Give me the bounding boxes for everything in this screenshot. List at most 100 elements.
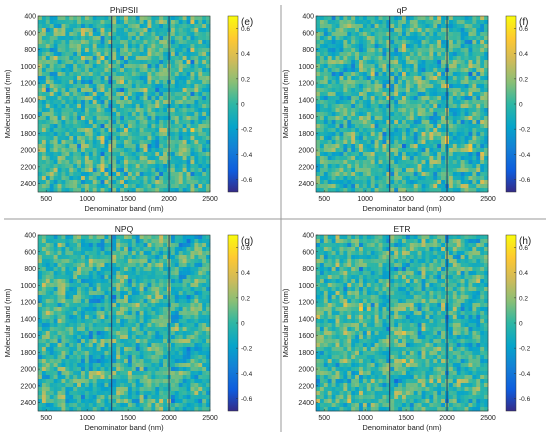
heatmap-cell [49,263,54,268]
heatmap-cell [53,24,58,29]
heatmap-cell [413,32,418,37]
heatmap-cell [182,295,187,300]
heatmap-cell [116,267,121,272]
heatmap-cell [45,72,51,77]
heatmap-cell [472,72,477,77]
heatmap-cell [331,120,336,125]
heatmap-cell [120,235,125,240]
heatmap-cell [460,168,465,173]
heatmap-cell [124,96,129,101]
heatmap-cell [147,283,152,288]
heatmap-cell [81,72,86,77]
heatmap-cell [409,136,415,141]
heatmap-cell [468,16,473,21]
heatmap-cell [339,112,344,117]
heatmap-cell [316,136,321,141]
heatmap-cell [362,180,368,185]
heatmap-cell [155,255,160,260]
heatmap-cell [92,88,97,93]
heatmap-cell [378,36,383,41]
heatmap-cell [159,259,164,264]
heatmap-cell [413,28,418,33]
heatmap-cell [382,104,387,109]
heatmap-cell [81,44,86,49]
heatmap-cell [405,96,411,101]
heatmap-cell [398,56,403,61]
heatmap-cell [366,96,372,101]
heatmap-cell [92,100,97,105]
heatmap-cell [472,40,477,45]
heatmap-cell [417,76,422,81]
heatmap-cell [174,136,180,141]
heatmap-cell [413,148,418,153]
heatmap-cell [413,44,418,49]
heatmap-cell [155,76,160,81]
heatmap-cell [174,68,180,73]
heatmap-cell [476,28,481,33]
heatmap-cell [96,64,101,69]
heatmap-cell [77,36,82,41]
heatmap-cell [38,84,43,89]
heatmap-cell [394,20,399,25]
heatmap-cell [170,271,176,276]
heatmap-cell [108,64,113,69]
heatmap-cell [45,311,51,316]
heatmap-cell [100,263,105,268]
heatmap-cell [100,148,105,153]
heatmap-cell [131,271,137,276]
heatmap-cell [460,52,465,57]
heatmap-cell [390,76,395,81]
heatmap-cell [170,176,176,181]
heatmap-cell [108,172,113,177]
y-tick-label: 1800 [20,131,36,138]
heatmap-cell [81,80,86,85]
heatmap-cell [77,243,82,248]
heatmap-cell [390,176,395,181]
heatmap-cell [343,60,348,65]
heatmap-cell [73,116,78,121]
heatmap-cell [417,128,422,133]
heatmap-cell [174,184,180,189]
heatmap-cell [100,44,105,49]
y-tick-label: 400 [24,14,36,21]
heatmap-cell [77,267,82,272]
heatmap-cell [53,124,58,129]
heatmap-cell [433,168,438,173]
heatmap-cell [374,128,379,133]
heatmap-cell [319,36,325,41]
heatmap-cell [421,132,426,137]
heatmap-cell [194,132,199,137]
heatmap-cell [323,32,329,37]
heatmap-cell [49,148,54,153]
heatmap-cell [316,180,321,185]
heatmap-cell [124,319,129,324]
heatmap-cell [116,235,121,240]
heatmap-cell [147,100,152,105]
heatmap-cell [335,116,340,121]
heatmap-cell [351,184,356,189]
heatmap-cell [88,315,94,320]
heatmap-cell [49,156,54,161]
heatmap-cell [186,176,191,181]
heatmap-cell [127,136,133,141]
heatmap-cell [61,239,66,244]
heatmap-cell [394,64,399,69]
heatmap-cell [323,112,329,117]
heatmap-cell [112,92,117,97]
heatmap-cell [116,100,121,105]
heatmap-cell [143,180,148,185]
heatmap-cell [53,299,58,304]
heatmap-cell [45,168,51,173]
heatmap-cell [421,140,426,145]
heatmap-cell [405,72,411,77]
heatmap-cell [319,96,325,101]
heatmap-cell [45,283,51,288]
heatmap-cell [69,176,74,181]
heatmap-cell [163,291,168,296]
heatmap-cell [73,315,78,320]
heatmap-cell [472,124,477,129]
heatmap-cell [159,140,164,145]
heatmap-cell [139,168,144,173]
heatmap-cell [382,164,387,169]
heatmap-cell [155,188,160,193]
